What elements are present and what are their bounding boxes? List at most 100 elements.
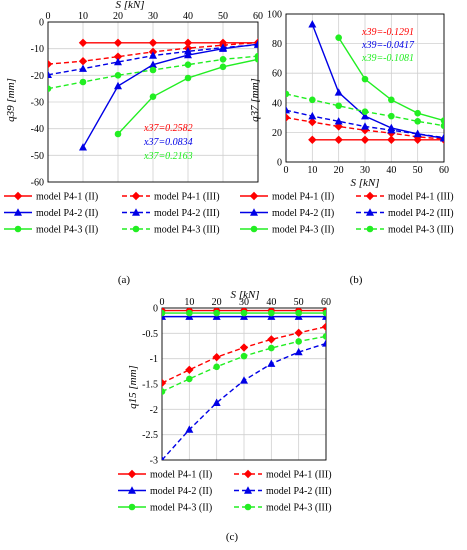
x-tick-label: 30	[148, 11, 158, 22]
data-point	[239, 343, 249, 352]
data-point	[114, 57, 122, 66]
data-point	[185, 425, 194, 433]
legend-marker	[249, 191, 259, 201]
data-point	[186, 309, 193, 317]
y-tick-label: -50	[31, 151, 44, 162]
data-point	[361, 111, 369, 120]
y-tick-label: -2.5	[142, 430, 158, 441]
data-point	[240, 376, 248, 384]
x-tick-label: 20	[212, 297, 222, 308]
x-tick-label: 50	[413, 165, 423, 176]
data-point	[309, 96, 316, 104]
data-point	[149, 51, 157, 59]
data-point	[387, 135, 396, 144]
annotation-label: x37=0.2582	[143, 123, 193, 134]
legend-entry: model P4-2 (III)	[266, 486, 332, 497]
data-point	[213, 363, 220, 371]
x-tick-label: 50	[294, 297, 304, 308]
y-tick-label: 0	[277, 158, 282, 169]
data-point	[286, 113, 291, 122]
data-point	[308, 111, 317, 120]
x-tick-label: 0	[46, 11, 51, 22]
data-point	[361, 75, 369, 83]
y-tick-label: 0	[153, 304, 158, 315]
x-tick-label: 50	[218, 11, 228, 22]
x-tick-label: 40	[266, 297, 276, 308]
data-point	[148, 38, 158, 47]
x-tick-label: 60	[439, 165, 449, 176]
legend-entry: model P4-1 (II)	[272, 192, 334, 203]
panel-label: (b)	[350, 274, 363, 286]
x-tick-label: 40	[183, 11, 193, 22]
x-axis-title: S [kN]	[350, 177, 379, 189]
y-tick-label: -1.5	[142, 380, 158, 391]
data-point	[294, 347, 303, 356]
data-point	[388, 96, 395, 104]
legend-entry: model P4-2 (III)	[154, 208, 220, 219]
legend-entry: model P4-1 (III)	[388, 192, 454, 203]
legend-marker	[132, 208, 140, 216]
panel-label: (a)	[118, 274, 131, 286]
data-point	[295, 338, 302, 345]
legend-entry: model P4-3 (II)	[272, 225, 334, 236]
data-point	[334, 135, 343, 144]
data-point	[184, 50, 192, 59]
x-tick-label: 60	[253, 11, 263, 22]
data-point	[414, 109, 421, 117]
chart-2: 0 10 20 30 40 50 60 0 -0.5 -1 -1.5 -2 -2.5 -3 S [kN] q1…	[118, 289, 332, 543]
data-point	[440, 122, 444, 130]
legend-marker	[366, 208, 374, 216]
data-point	[360, 135, 370, 144]
legend-marker	[244, 486, 252, 494]
x-tick-label: 20	[334, 165, 344, 176]
data-point	[308, 117, 317, 127]
data-point	[254, 40, 258, 48]
data-point	[267, 359, 276, 367]
legend-entry: model P4-3 (III)	[266, 503, 332, 514]
y-axis-title: q15 [mm]	[127, 365, 139, 409]
data-point	[149, 93, 157, 100]
data-point	[440, 133, 444, 141]
y-tick-label: -60	[31, 178, 44, 189]
data-point	[184, 74, 192, 82]
data-point	[113, 52, 123, 61]
legend-entry: model P4-1 (II)	[150, 470, 212, 481]
y-tick-label: -3	[150, 456, 158, 467]
y-tick-label: 0	[39, 18, 44, 29]
data-point	[240, 352, 248, 360]
y-tick-label: -1	[150, 354, 158, 365]
data-point	[440, 117, 444, 124]
annotation-label: x39=-0.0417	[361, 40, 415, 51]
legend-marker	[243, 469, 253, 479]
data-point	[114, 81, 122, 90]
x-tick-label: 40	[386, 165, 396, 176]
data-point	[361, 108, 369, 115]
data-point	[414, 118, 421, 125]
annotation-label: x39=-0.1291	[361, 27, 414, 38]
data-point	[114, 72, 122, 79]
data-point	[162, 455, 165, 460]
data-point	[335, 102, 342, 110]
data-point	[78, 38, 88, 47]
data-point	[334, 117, 343, 125]
data-point	[267, 335, 276, 344]
annotation-label: x39=-0.1081	[361, 53, 414, 64]
data-point	[240, 309, 248, 317]
legend-entry: model P4-2 (III)	[388, 208, 454, 219]
legend-entry: model P4-3 (III)	[388, 225, 454, 236]
data-point	[185, 365, 194, 375]
legend-entry: model P4-3 (III)	[154, 225, 220, 236]
x-tick-label: 20	[113, 11, 123, 22]
series-group	[162, 308, 326, 460]
legend-marker	[366, 225, 374, 233]
legend-marker	[128, 503, 136, 511]
data-point	[48, 70, 52, 78]
legend-marker	[14, 208, 22, 216]
series-group	[48, 38, 258, 151]
data-point	[268, 344, 275, 352]
data-point	[294, 328, 303, 338]
legend-marker	[14, 225, 22, 233]
data-point	[322, 333, 326, 340]
data-point	[79, 78, 87, 86]
data-point	[268, 309, 275, 317]
